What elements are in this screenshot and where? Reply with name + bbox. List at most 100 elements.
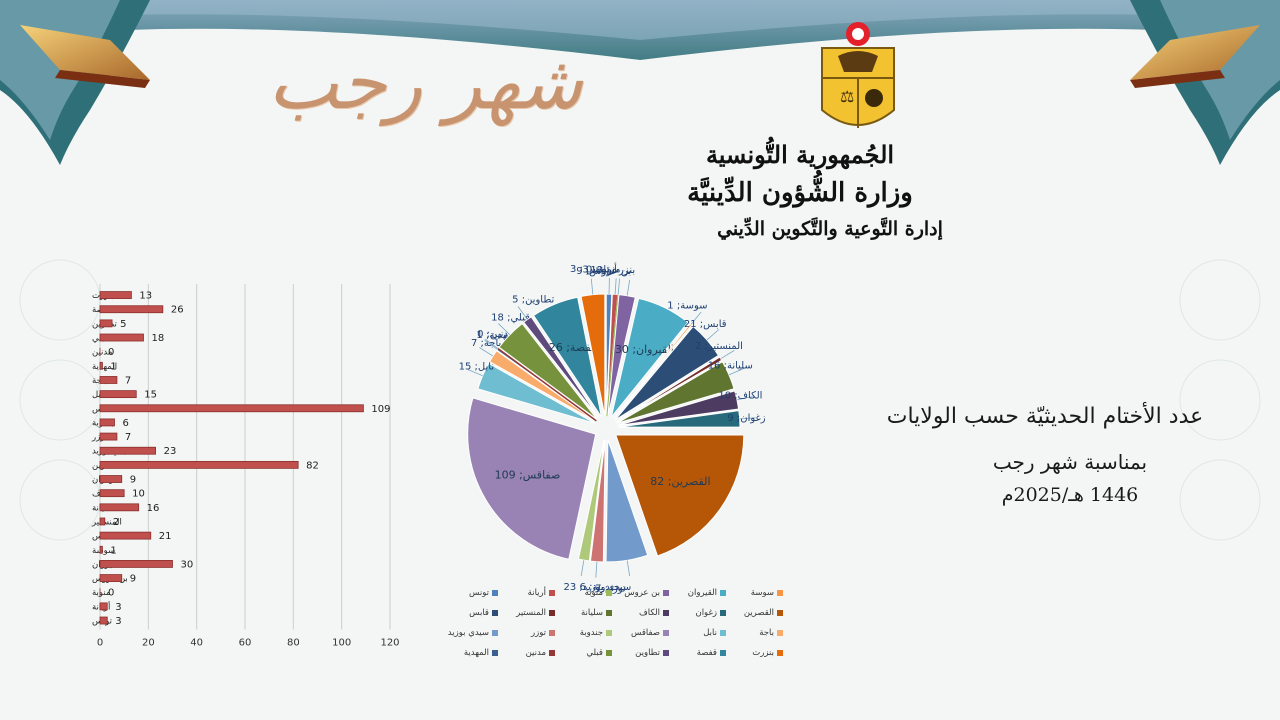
bar-value-label: 2 [113,517,119,528]
legend-swatch [549,630,555,636]
legend-label: قابس [469,608,489,618]
pie-slice [610,297,689,418]
rajab-calligraphy: شهر رجب [268,40,585,126]
pie-data-label: القيروان; 30 [615,343,674,356]
pie-slice [577,439,605,562]
legend-item: باجة [725,626,783,640]
pie-leader-line [479,347,494,357]
legend-label: سليانة [580,608,603,618]
bar-category-label: منوبة [92,588,110,598]
bar-value-label: 5 [120,319,126,330]
legend-swatch [777,630,783,636]
caption-date: 1446 هـ/2025م [1001,484,1139,506]
bar-value-label: 18 [152,333,165,344]
pie-slice [613,323,693,420]
x-tick-label: 40 [190,638,203,649]
legend-label: قبلي [586,648,603,658]
legend-swatch [720,630,726,636]
bar-category-label: مدنين [92,348,112,358]
legend-swatch [720,650,726,656]
pie-leader-line [498,323,511,335]
bar-value-label: 82 [306,460,319,471]
legend-label: قفصة [696,648,717,658]
legend-swatch [663,610,669,616]
bar-value-label: 7 [125,375,131,386]
pie-slice [615,434,745,557]
x-tick-label: 80 [287,638,300,649]
bar [99,333,144,342]
legend-item: سوسة [725,586,783,600]
bar-value-label: 23 [164,446,177,457]
bar-category-label: نابل [92,390,106,400]
pie-leader-line [467,369,483,377]
bar-value-label: 7 [125,432,131,443]
legend-item: تطاوين [611,646,669,660]
legend-label: القيروان [687,588,717,598]
bar [99,545,103,554]
legend-swatch [777,610,783,616]
legend-item: مدنين [497,646,555,660]
pie-leader-line [736,396,753,401]
legend-item: زغوان [668,606,726,620]
x-tick-label: 0 [97,638,103,649]
bar [99,361,103,370]
pie-slice [580,293,606,417]
pie-slice [605,439,649,563]
bar [99,319,113,328]
bar-value-label: 3 [115,602,121,613]
legend-swatch [606,630,612,636]
caption-title: عدد الأختام الحديثيّة حسب الولايات [886,404,1204,429]
legend-item: جندوبة [554,626,612,640]
pie-data-label: بنزرت; 13 [590,265,635,276]
pie-leader-line [484,339,498,350]
pie-data-label: سيدي بوزيد; 23 [564,582,632,593]
pie-slice [497,347,597,422]
pie-data-label: نابل; 15 [459,362,494,373]
pie-leader-line [590,278,594,295]
pie-data-label: قابس; 21 [684,319,727,330]
pie-data-label: تونس ; 3 [570,264,610,275]
bar [99,602,108,611]
bar [99,376,118,384]
legend-label: جندوبة [579,628,603,638]
bar-category-label: المهدية [92,362,117,372]
pie-leader-line [690,311,702,325]
legend-item: سيدي بوزيد [440,626,498,640]
bar-value-label: 1 [110,545,116,556]
pie-data-label: المهدية; 1 [476,330,519,341]
legend-swatch [720,610,726,616]
legend-item: المنستير [497,606,555,620]
legend-item: أريانة [497,586,555,600]
republic-title: الجُمهورية التُّونسية [705,140,895,169]
legend-label: صفاقس [630,628,660,638]
bar-value-label: 15 [144,390,157,401]
legend-swatch [492,590,498,596]
pie-leader-line [595,561,598,578]
pie-slice [532,296,602,418]
legend-item: بن عروس [611,586,669,600]
legend-label: الكاف [638,608,660,618]
pie-leader-line [626,560,631,577]
pie-slice [523,316,600,419]
pie-leader-line [706,329,720,341]
legend-label: منوبة [584,588,603,598]
pie-data-label: مدنين; 0 [477,329,514,340]
pie-data-label: قفصة; 26 [549,341,596,354]
left-book-illustration [20,25,150,88]
legend-label: تطاوين [635,648,660,658]
bar [99,305,164,314]
pie-slice [589,439,606,563]
legend-swatch [777,650,783,656]
legend-label: المهدية [463,648,489,658]
bar [99,517,106,526]
bar-value-label: 1 [110,361,116,372]
pie-data-label: زغوان; 9 [727,413,765,424]
legend-swatch [663,630,669,636]
pie-leader-line [614,278,617,295]
legend-item: سليانة [554,606,612,620]
pie-data-label: جندوبة; 6 [580,582,620,593]
pie-data-label: منوبة; 0 [586,265,621,276]
